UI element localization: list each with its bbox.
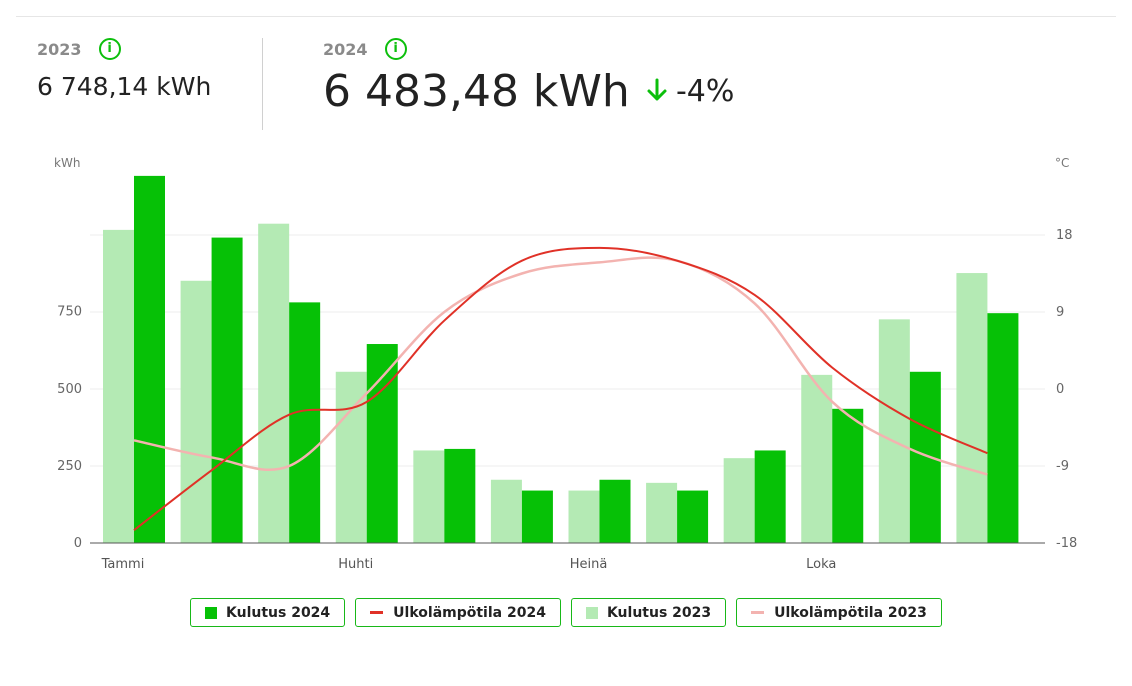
x-tick-label: Loka [806,557,836,572]
bar-kulutus-2023 [568,490,600,543]
bar-kulutus-2024 [134,175,165,543]
legend-label: Kulutus 2024 [226,604,331,621]
legend-item[interactable]: Ulkolämpötila 2023 [736,598,942,627]
legend-swatch-box [205,606,217,619]
info-icon[interactable]: i [98,38,121,60]
x-tick-label: Huhti [338,557,373,572]
info-icon[interactable]: i [384,38,407,60]
line-ulkolampotila-2024 [133,246,988,531]
bar-kulutus-2024 [599,479,631,543]
bar-kulutus-2024 [521,490,553,543]
bar-kulutus-2024 [677,490,709,543]
y2-tick-label: -9 [1056,459,1069,474]
year-label-2024: 2024 [323,39,368,59]
bar-kulutus-2023 [878,319,910,543]
right-unit-label: °C [1055,156,1069,170]
y2-tick-label: -18 [1056,536,1077,551]
legend-label: Kulutus 2023 [606,604,712,621]
legend-swatch-line [370,611,384,614]
arrow-down-icon [645,77,669,107]
bar-kulutus-2024 [909,371,941,543]
bar-kulutus-2023 [258,223,290,543]
bar-kulutus-2024 [289,302,321,543]
legend-label: Ulkolämpötila 2024 [393,604,546,621]
y-tick-label: 500 [57,382,82,397]
bar-kulutus-2023 [490,479,522,543]
bar-kulutus-2024 [754,450,786,543]
x-tick-label: Heinä [570,557,608,572]
legend-swatch-line [751,611,765,614]
x-tick-label: Tammi [101,557,145,572]
bar-kulutus-2024 [211,237,243,543]
y-tick-label: 250 [57,459,82,474]
legend-label: Ulkolämpötila 2023 [774,604,927,621]
legend-item[interactable]: Ulkolämpötila 2024 [355,598,561,627]
year-label-2023: 2023 [37,39,82,59]
y-tick-label: 0 [74,536,82,551]
change-percent: -4% [675,74,735,109]
bar-kulutus-2023 [956,273,988,543]
consumption-chart: kWh °C 0 250 500 750 -18 -9 0 9 18 Tammi Huhti Heinä L… [54,156,1077,572]
y2-tick-label: 0 [1056,382,1064,397]
legend-item[interactable]: Kulutus 2024 [190,598,346,627]
bar-kulutus-2023 [180,280,212,543]
left-unit-label: kWh [54,156,80,170]
line-ulkolampotila-2023 [133,256,988,476]
legend-item[interactable]: Kulutus 2023 [570,598,727,627]
total-2024: 6 483,48 kWh [323,66,630,117]
y-tick-label: 750 [57,305,82,320]
bar-kulutus-2023 [103,229,134,543]
bar-kulutus-2024 [366,344,398,543]
bar-kulutus-2024 [987,313,1019,543]
summary-2024: 2024 i 6 483,48 kWh -4% [323,38,734,117]
bar-kulutus-2023 [413,450,445,543]
bar-kulutus-2024 [444,448,476,543]
bar-kulutus-2023 [646,482,678,543]
top-divider [16,16,1116,17]
y2-tick-label: 18 [1056,228,1073,243]
summary-divider [262,38,263,130]
bar-kulutus-2023 [801,374,833,543]
y2-tick-label: 9 [1056,305,1064,320]
summary-2023: 2023 i 6 748,14 kWh [37,38,211,101]
total-2023: 6 748,14 kWh [37,72,212,101]
bar-kulutus-2023 [723,458,755,543]
bar-kulutus-2024 [832,408,864,543]
chart-legend: Kulutus 2024 Ulkolämpötila 2024 Kulutus 20… [190,598,942,627]
legend-swatch-box [585,606,598,619]
